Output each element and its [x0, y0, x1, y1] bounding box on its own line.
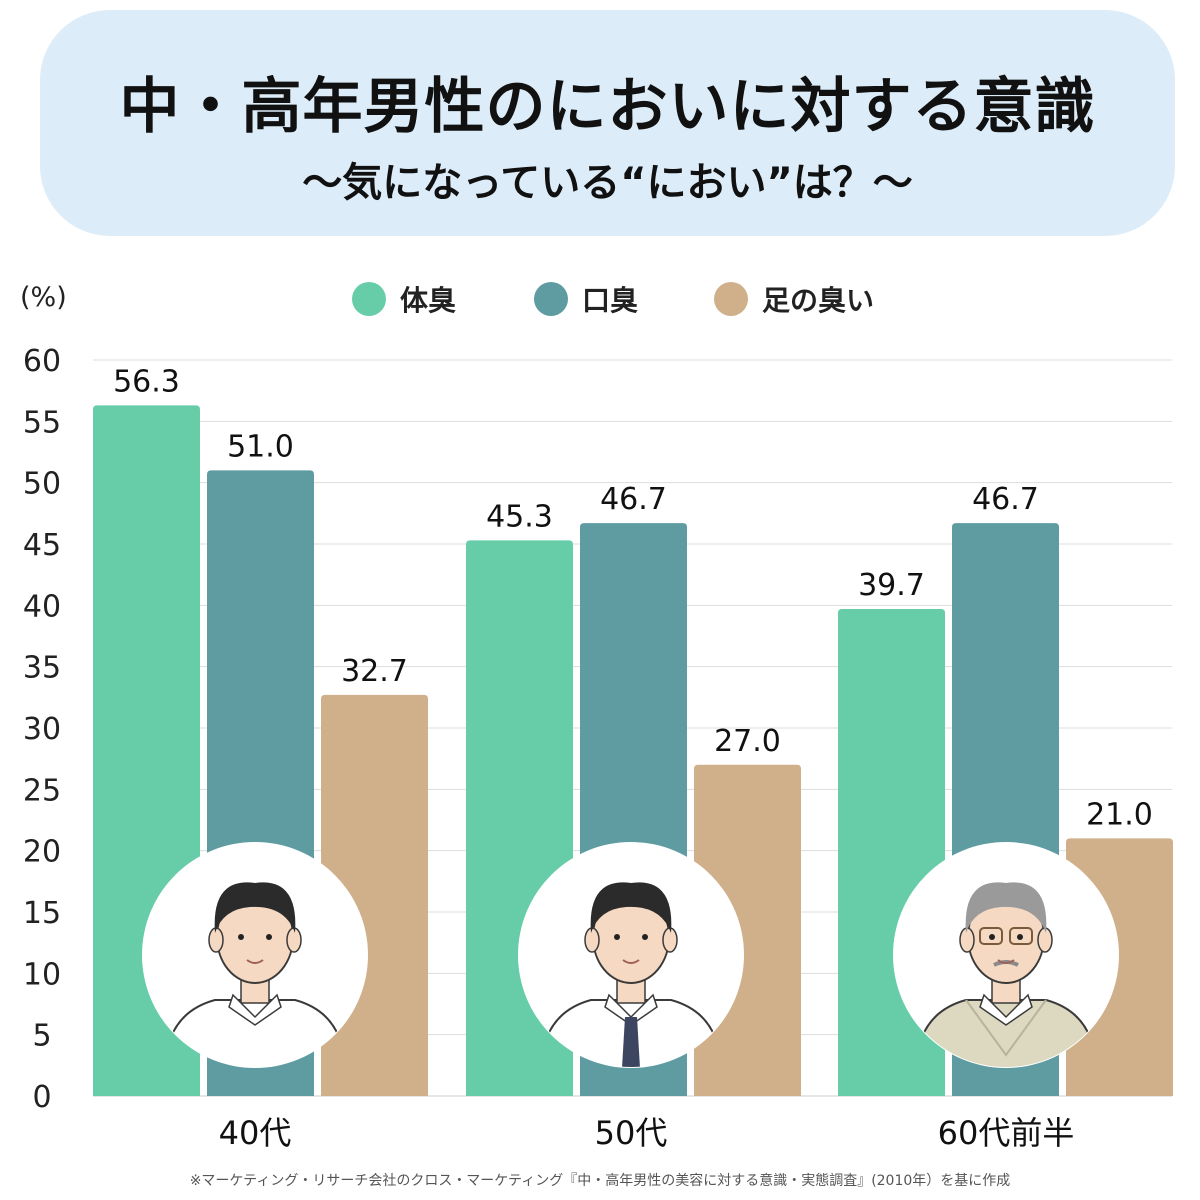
- data-label: 39.7: [858, 568, 925, 603]
- y-tick-label: 20: [23, 835, 61, 870]
- y-tick-label: 55: [23, 405, 61, 440]
- y-tick-label: 35: [23, 651, 61, 686]
- y-tick-label: 50: [23, 467, 61, 502]
- data-label: 51.0: [227, 429, 294, 464]
- x-category-label: 60代前半: [938, 1114, 1075, 1152]
- data-label: 46.7: [600, 482, 667, 517]
- y-tick-label: 0: [32, 1080, 51, 1115]
- data-label: 32.7: [341, 654, 408, 689]
- data-label: 27.0: [714, 724, 781, 759]
- data-label: 46.7: [972, 482, 1039, 517]
- man-40s-avatar: [142, 842, 368, 1068]
- source-footnote: ※マーケティング・リサーチ会社のクロス・マーケティング『中・高年男性の美容に対す…: [0, 1170, 1200, 1190]
- y-tick-label: 40: [23, 589, 61, 624]
- man-50s-avatar: [518, 842, 744, 1068]
- y-tick-label: 15: [23, 896, 61, 931]
- bar-chart: 0 5 10 15 20 25 30 35 40 45 50 55 60 56.3 51.0 32.7 40代 4…: [0, 0, 1200, 1170]
- y-tick-label: 30: [23, 712, 61, 747]
- y-tick-label: 60: [23, 344, 61, 379]
- y-tick-label: 5: [32, 1019, 51, 1054]
- y-tick-label: 45: [23, 528, 61, 563]
- x-category-label: 40代: [219, 1114, 292, 1152]
- man-60s-avatar: [893, 842, 1119, 1068]
- x-category-label: 50代: [595, 1114, 668, 1152]
- data-label: 21.0: [1086, 797, 1153, 832]
- y-tick-label: 25: [23, 773, 61, 808]
- data-label: 45.3: [486, 499, 553, 534]
- data-label: 56.3: [113, 364, 180, 399]
- y-tick-label: 10: [23, 957, 61, 992]
